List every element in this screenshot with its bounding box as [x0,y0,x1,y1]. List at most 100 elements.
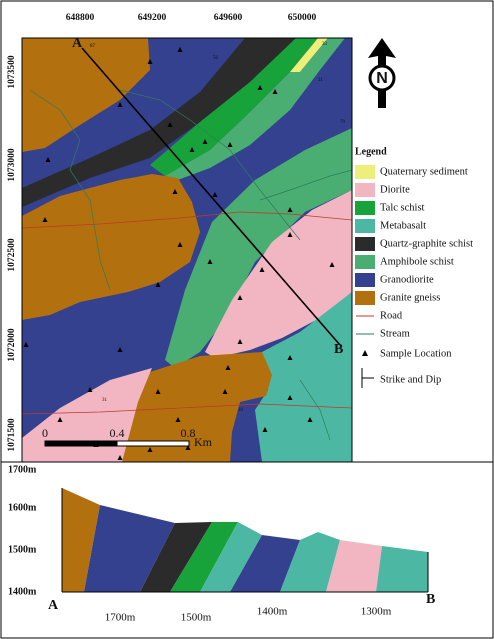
elevation-label: 1700m [8,464,37,475]
distance-label: 1300m [361,606,392,618]
legend-label: Amphibole schist [380,256,454,267]
cross-section [61,488,429,593]
legend-label: Strike and Dip [380,374,441,385]
north-arrow [368,38,396,108]
section-unit [326,540,382,592]
legend-label: Diorite [380,184,410,195]
strike-dip-reading: 56 [213,56,219,61]
legend-label: Metabasalt [380,220,426,231]
elevation-label: 1400m [8,586,37,597]
sample-point [329,262,335,267]
y-tick-label: 1072500 [7,238,17,272]
sample-point [287,395,293,400]
sample-point [202,139,208,144]
section-unit [62,488,100,592]
section-start-label: A [48,598,59,613]
sample-point [185,445,191,450]
section-start-label: A [72,36,83,51]
sample-points [23,47,335,460]
section-end-label: B [334,342,343,357]
strike-dip-reading: 33 [322,42,328,47]
section-unit [230,535,300,592]
north-label: N [376,70,388,87]
legend-label: Road [380,310,403,321]
legend-swatch [355,273,375,287]
quartz-graphite-schist [22,38,296,207]
strike-dip-reading: 87 [90,44,96,49]
sample-point [87,387,93,392]
sample-point [117,102,123,107]
legend-sample-symbol [362,350,368,356]
road [22,211,352,229]
granite-gneiss [22,174,200,320]
sample-point [237,339,243,344]
sample-point [23,342,29,347]
section-unit [84,505,175,592]
stream [299,379,331,441]
legend-swatch [355,255,375,269]
legend-label: Stream [380,328,410,339]
sample-point [287,232,293,237]
legend-swatch [355,291,375,305]
scale-label: 0.8 [181,426,196,440]
legend-swatch [355,201,375,215]
y-tick-label: 1072000 [7,328,17,362]
legend-swatch [355,183,375,197]
legend-label: Quartz-graphite schist [380,238,473,249]
legend-label: Quaternary sediment [380,166,468,177]
scale-bar [44,440,118,447]
section-line [81,47,341,346]
sample-point [177,242,183,247]
granite-gneiss [22,38,150,152]
sample-point [212,192,218,197]
road [22,403,352,415]
legend-swatch [355,237,375,251]
section-unit [280,532,340,592]
legend-label: Granodiorite [380,274,434,285]
y-tick-label: 1071500 [7,418,17,452]
sample-point [177,47,183,52]
sample-point [117,455,123,460]
sample-point [147,447,153,452]
strike-dip-reading: 21 [318,78,324,83]
y-tick-label: 1073000 [7,148,17,182]
metabasalt [255,292,352,462]
sample-point [287,207,293,212]
sample-point [307,417,313,422]
diorite [22,368,152,462]
map-units [22,38,352,462]
scale-bar [116,440,190,447]
sample-point [172,189,178,194]
elevation-label: 1600m [8,502,37,513]
quaternary-sediment [290,38,328,72]
x-tick-label: 649600 [214,13,243,23]
distance-label: 1500m [181,612,212,624]
talc-schist [150,38,318,176]
sample-point [155,282,161,287]
strike-dip-reading: 31 [102,398,108,403]
legend-label: Sample Location [380,348,452,359]
sample-point [257,85,263,90]
amphibole-schist [165,128,352,368]
sample-point [259,267,265,272]
scale-unit: Km [194,435,213,449]
legend-label: Granite gneiss [380,292,440,303]
section-unit [140,522,212,592]
sample-point [45,157,51,162]
elevation-label: 1500m [8,544,37,555]
stream [119,89,301,241]
distance-label: 1400m [257,606,288,618]
sample-point [175,417,181,422]
sample-point [167,122,173,127]
sample-point [287,355,293,360]
section-end-label: B [426,592,435,607]
legend-title: Legend [355,146,387,157]
sample-point [207,259,213,264]
distance-label: 1700m [105,612,136,624]
section-unit [376,546,428,592]
sample-point [227,142,233,147]
sample-point [225,365,231,370]
scale-label: 0.4 [110,426,125,440]
